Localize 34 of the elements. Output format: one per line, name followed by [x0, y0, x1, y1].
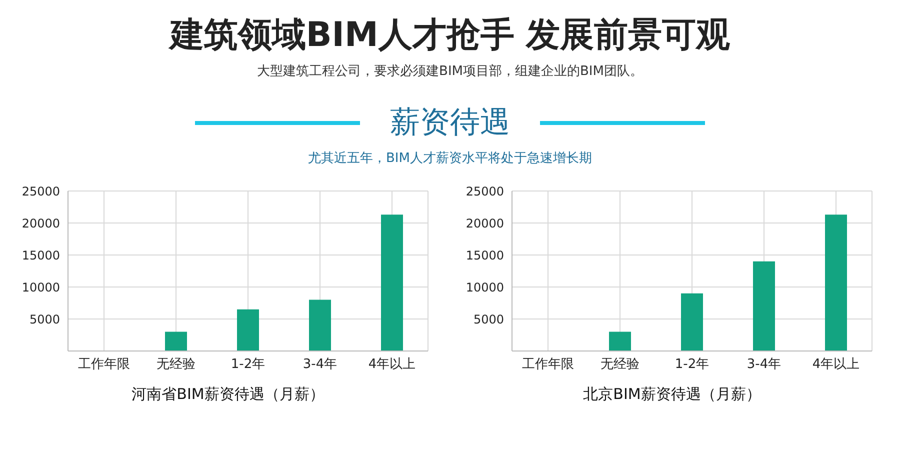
text: 薪资待遇: [390, 104, 510, 142]
y-tick-label: 15000: [466, 248, 504, 262]
text: 建筑领域BIM人才抢手 发展前景可观: [167, 14, 732, 57]
y-tick-label: 10000: [22, 280, 60, 294]
x-tick-label: 无经验: [600, 357, 640, 372]
bar: [165, 332, 187, 351]
x-tick-label: 3-4年: [746, 357, 782, 372]
y-tick-label: 25000: [466, 184, 504, 198]
bar: [309, 300, 331, 351]
x-tick-label: 4年以上: [368, 357, 416, 372]
x-tick-label: 无经验: [156, 357, 196, 372]
y-tick-label: 15000: [22, 248, 60, 262]
x-tick-label: 1-2年: [230, 357, 266, 372]
bar: [753, 261, 775, 351]
text: 河南省BIM薪资待遇（月薪）: [130, 385, 326, 404]
bar: [825, 214, 847, 351]
x-tick-label: 工作年限: [78, 357, 130, 372]
text: 尤其近五年，BIM人才薪资水平将处于急速增长期: [307, 150, 593, 167]
bar: [609, 332, 631, 351]
bar: [237, 309, 259, 351]
x-tick-label: 4年以上: [812, 357, 860, 372]
x-tick-label: 工作年限: [522, 357, 574, 372]
text: 北京BIM薪资待遇（月薪）: [582, 385, 762, 404]
y-tick-label: 20000: [22, 216, 60, 230]
y-tick-label: 5000: [29, 312, 60, 326]
bar: [381, 214, 403, 351]
y-tick-label: 20000: [466, 216, 504, 230]
bar: [681, 293, 703, 351]
y-tick-label: 5000: [473, 312, 504, 326]
y-tick-label: 10000: [466, 280, 504, 294]
y-tick-label: 25000: [22, 184, 60, 198]
x-tick-label: 3-4年: [302, 357, 338, 372]
text: 大型建筑工程公司，要求必须建BIM项目部，组建企业的BIM团队。: [256, 63, 644, 80]
x-tick-label: 1-2年: [674, 357, 710, 372]
